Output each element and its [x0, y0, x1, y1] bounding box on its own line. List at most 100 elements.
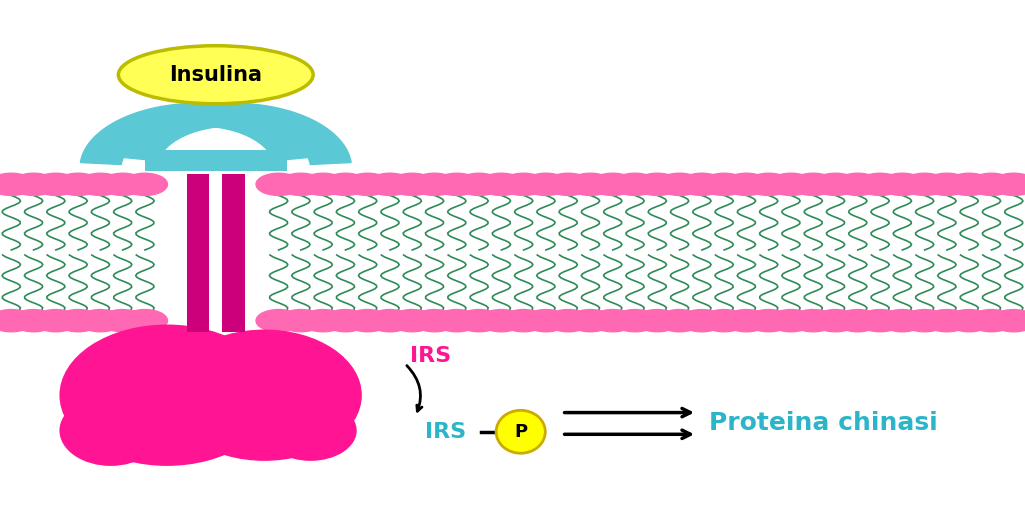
Circle shape [947, 173, 992, 195]
Circle shape [367, 173, 412, 195]
Circle shape [590, 173, 636, 195]
Circle shape [991, 310, 1025, 332]
Circle shape [345, 173, 391, 195]
Circle shape [300, 173, 345, 195]
Circle shape [858, 173, 903, 195]
Text: P: P [515, 423, 527, 441]
Circle shape [33, 173, 78, 195]
Circle shape [969, 310, 1014, 332]
Circle shape [122, 173, 167, 195]
Circle shape [634, 310, 680, 332]
Circle shape [256, 310, 301, 332]
Circle shape [724, 173, 769, 195]
Circle shape [657, 310, 702, 332]
Circle shape [456, 173, 501, 195]
Text: IRS: IRS [425, 422, 466, 442]
Ellipse shape [264, 400, 357, 461]
Ellipse shape [496, 410, 545, 453]
Circle shape [100, 173, 146, 195]
Circle shape [790, 310, 835, 332]
Circle shape [122, 310, 167, 332]
Bar [180, 150, 287, 171]
Circle shape [390, 310, 435, 332]
Circle shape [435, 310, 480, 332]
Circle shape [100, 310, 146, 332]
Circle shape [78, 173, 123, 195]
Circle shape [412, 310, 457, 332]
Circle shape [524, 173, 569, 195]
Text: Insulina: Insulina [169, 65, 262, 85]
Bar [145, 150, 251, 171]
Circle shape [902, 310, 947, 332]
Circle shape [367, 310, 412, 332]
Circle shape [323, 310, 368, 332]
Ellipse shape [162, 350, 264, 400]
Ellipse shape [167, 330, 362, 461]
Circle shape [0, 173, 34, 195]
Circle shape [524, 310, 569, 332]
Circle shape [879, 310, 925, 332]
Circle shape [11, 310, 56, 332]
Bar [222, 174, 245, 327]
Circle shape [813, 173, 858, 195]
Circle shape [456, 310, 501, 332]
Circle shape [300, 310, 345, 332]
Bar [222, 318, 245, 332]
Ellipse shape [119, 45, 314, 104]
Circle shape [680, 173, 725, 195]
Circle shape [545, 173, 590, 195]
Circle shape [879, 173, 925, 195]
Circle shape [613, 173, 658, 195]
Circle shape [769, 173, 814, 195]
Circle shape [33, 310, 78, 332]
Circle shape [412, 173, 457, 195]
Circle shape [813, 310, 858, 332]
Circle shape [323, 173, 368, 195]
Circle shape [0, 310, 34, 332]
Ellipse shape [167, 340, 290, 400]
Circle shape [858, 310, 903, 332]
Circle shape [835, 173, 880, 195]
Circle shape [925, 310, 970, 332]
Circle shape [724, 310, 769, 332]
Ellipse shape [59, 325, 275, 466]
Polygon shape [80, 104, 314, 165]
Circle shape [790, 173, 835, 195]
Circle shape [479, 173, 524, 195]
Circle shape [746, 310, 791, 332]
Circle shape [701, 310, 746, 332]
Text: IRS: IRS [410, 346, 451, 366]
Circle shape [11, 173, 56, 195]
Circle shape [501, 173, 546, 195]
Circle shape [613, 310, 658, 332]
Circle shape [345, 310, 391, 332]
Circle shape [769, 310, 814, 332]
Circle shape [78, 310, 123, 332]
Bar [187, 318, 209, 332]
Circle shape [902, 173, 947, 195]
Circle shape [746, 173, 791, 195]
Circle shape [435, 173, 480, 195]
Circle shape [55, 173, 100, 195]
Circle shape [969, 173, 1014, 195]
Circle shape [657, 173, 702, 195]
Circle shape [279, 310, 324, 332]
Circle shape [568, 173, 613, 195]
Circle shape [590, 310, 636, 332]
Circle shape [634, 173, 680, 195]
Text: Proteina chinasi: Proteina chinasi [709, 412, 938, 435]
Circle shape [545, 310, 590, 332]
Circle shape [55, 310, 100, 332]
Circle shape [568, 310, 613, 332]
Bar [187, 174, 209, 327]
Circle shape [680, 310, 725, 332]
Circle shape [835, 310, 880, 332]
Ellipse shape [59, 395, 162, 466]
Circle shape [701, 173, 746, 195]
Circle shape [925, 173, 970, 195]
Circle shape [991, 173, 1025, 195]
Circle shape [501, 310, 546, 332]
Circle shape [947, 310, 992, 332]
Circle shape [279, 173, 324, 195]
Polygon shape [118, 104, 352, 165]
